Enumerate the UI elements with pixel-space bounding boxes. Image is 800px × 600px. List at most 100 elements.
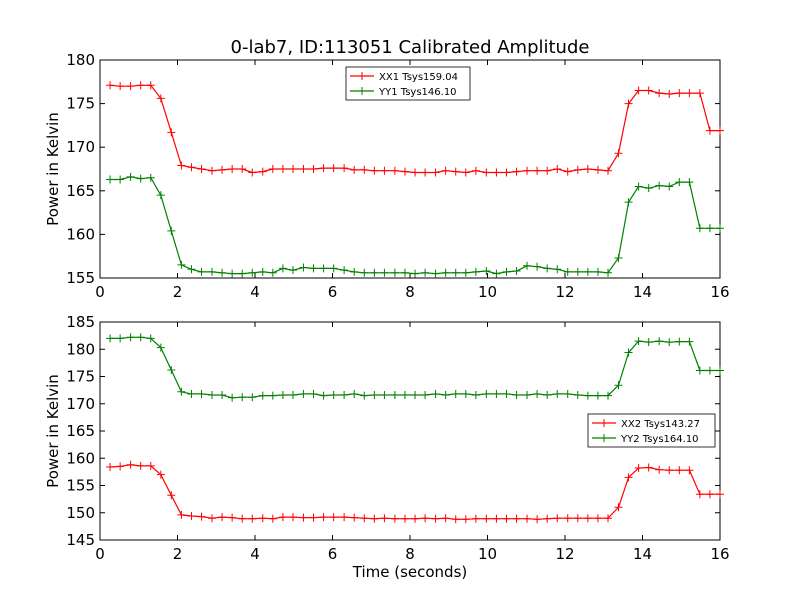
x-tick-label: 10: [478, 545, 497, 563]
data-point: [695, 490, 704, 499]
data-point: [106, 334, 115, 343]
y-tick-label: 170: [66, 138, 95, 156]
data-point: [533, 166, 542, 175]
data-point: [360, 268, 369, 277]
legend-marker: [358, 72, 366, 80]
data-point: [533, 389, 542, 398]
data-point: [593, 514, 602, 523]
data-point: [370, 268, 379, 277]
legend-marker: [358, 87, 366, 95]
data-point: [248, 268, 257, 277]
data-point: [461, 268, 470, 277]
data-point: [350, 513, 359, 522]
data-point: [136, 174, 145, 183]
data-point: [228, 269, 237, 278]
data-point: [288, 391, 297, 400]
data-point: [177, 387, 186, 396]
data-point: [288, 266, 297, 275]
data-point: [380, 166, 389, 175]
data-point: [451, 268, 460, 277]
data-point: [655, 89, 664, 98]
data-point: [604, 514, 613, 523]
data-point: [523, 166, 532, 175]
data-point: [278, 513, 287, 522]
data-point: [177, 260, 186, 269]
data-point: [482, 389, 491, 398]
data-point: [441, 268, 450, 277]
data-point: [360, 391, 369, 400]
data-point: [350, 389, 359, 398]
data-point: [146, 81, 155, 90]
data-point: [167, 491, 176, 500]
data-point: [329, 391, 338, 400]
x-tick-label: 0: [95, 283, 105, 301]
y-axis-label: Power in Kelvin: [44, 374, 62, 488]
data-point: [533, 515, 542, 524]
legend-box: [587, 413, 716, 448]
data-point: [248, 514, 257, 523]
data-point: [156, 94, 165, 103]
data-point: [197, 512, 206, 521]
legend-label: XX2 Tsys143.27: [621, 419, 700, 430]
y-tick-label: 145: [66, 531, 95, 549]
x-tick-label: 8: [405, 283, 415, 301]
data-point: [665, 90, 674, 99]
data-point: [187, 163, 196, 172]
data-point: [299, 389, 308, 398]
data-point: [583, 267, 592, 276]
data-point: [309, 389, 318, 398]
data-point: [156, 343, 165, 352]
data-point: [116, 334, 125, 343]
data-point: [502, 168, 511, 177]
data-point: [207, 514, 216, 523]
data-point: [431, 269, 440, 278]
data-point: [390, 514, 399, 523]
data-point: [370, 166, 379, 175]
data-point: [471, 166, 480, 175]
data-point: [278, 391, 287, 400]
data-point: [685, 178, 694, 187]
data-point: [695, 89, 704, 98]
data-point: [695, 224, 704, 233]
data-point: [106, 175, 115, 184]
x-tick-label: 4: [250, 283, 260, 301]
data-point: [248, 168, 257, 177]
data-point: [136, 81, 145, 90]
data-point: [268, 514, 277, 523]
data-point: [533, 262, 542, 271]
x-tick-label: 12: [555, 545, 574, 563]
data-point: [268, 391, 277, 400]
data-point: [502, 267, 511, 276]
x-tick-label: 14: [633, 545, 652, 563]
data-point: [492, 168, 501, 177]
data-point: [268, 268, 277, 277]
data-point: [167, 365, 176, 374]
x-tick-label: 16: [710, 545, 729, 563]
data-point: [665, 338, 674, 347]
data-point: [319, 164, 328, 173]
data-point: [238, 393, 247, 402]
y-axis-label: Power in Kelvin: [44, 112, 62, 226]
data-point: [380, 268, 389, 277]
data-point: [644, 463, 653, 472]
data-point: [400, 167, 409, 176]
data-point: [288, 513, 297, 522]
data-point: [278, 264, 287, 273]
data-point: [644, 184, 653, 193]
data-point: [614, 503, 623, 512]
data-point: [573, 165, 582, 174]
data-point: [400, 391, 409, 400]
data-point: [136, 461, 145, 470]
data-point: [563, 167, 572, 176]
data-point: [502, 389, 511, 398]
data-point: [451, 389, 460, 398]
data-point: [716, 490, 724, 499]
data-point: [350, 267, 359, 276]
data-point: [583, 165, 592, 173]
data-point: [624, 198, 633, 207]
data-point: [644, 338, 653, 347]
data-point: [634, 86, 643, 95]
y-tick-label: 165: [66, 182, 95, 200]
data-point: [299, 165, 308, 173]
